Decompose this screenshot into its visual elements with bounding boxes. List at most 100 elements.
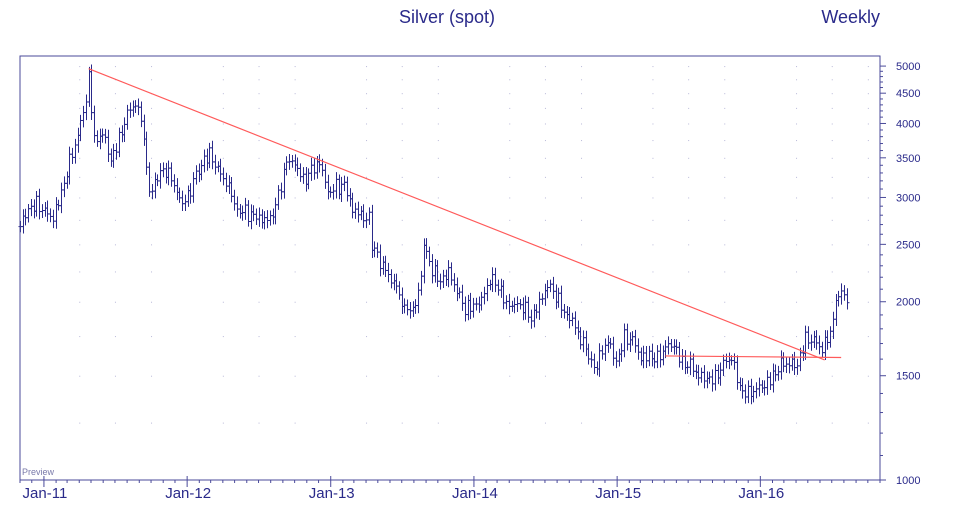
grid-dot xyxy=(724,301,726,303)
grid-dot xyxy=(688,176,690,178)
grid-dot xyxy=(366,176,368,178)
grid-dot xyxy=(724,244,726,246)
grid-dot xyxy=(294,336,296,338)
grid-dot xyxy=(652,66,654,68)
grid-dot xyxy=(509,336,511,338)
grid-dot xyxy=(401,271,403,273)
grid-dot xyxy=(222,219,224,221)
grid-dot xyxy=(581,123,583,125)
grid-dot xyxy=(366,79,368,81)
grid-dot xyxy=(688,79,690,81)
grid-dot xyxy=(581,375,583,377)
grid-dot xyxy=(114,140,116,142)
grid-dot xyxy=(294,271,296,273)
grid-dot xyxy=(831,219,833,221)
grid-dot xyxy=(652,176,654,178)
grid-dot xyxy=(437,219,439,221)
grid-dot xyxy=(724,176,726,178)
grid-dot xyxy=(151,157,153,159)
grid-dot xyxy=(151,66,153,68)
grid-dot xyxy=(151,375,153,377)
grid-dot xyxy=(151,140,153,142)
grid-dot xyxy=(294,107,296,109)
grid-dot xyxy=(114,123,116,125)
grid-dot xyxy=(79,157,81,159)
grid-dot xyxy=(114,244,116,246)
grid-dot xyxy=(258,244,260,246)
grid-dot xyxy=(222,79,224,81)
grid-dot xyxy=(258,157,260,159)
grid-dot xyxy=(724,66,726,68)
grid-dot xyxy=(294,66,296,68)
grid-dot xyxy=(688,157,690,159)
grid-dot xyxy=(867,375,869,377)
grid-dot xyxy=(724,197,726,199)
grid-dot xyxy=(688,271,690,273)
grid-dot xyxy=(294,123,296,125)
grid-dot xyxy=(581,301,583,303)
grid-dot xyxy=(222,301,224,303)
grid-dot xyxy=(401,422,403,424)
grid-dot xyxy=(366,93,368,95)
grid-dot xyxy=(831,107,833,109)
grid-dot xyxy=(114,93,116,95)
grid-dot xyxy=(151,79,153,81)
grid-dot xyxy=(544,336,546,338)
grid-dot xyxy=(796,79,798,81)
grid-dot xyxy=(867,140,869,142)
grid-dot xyxy=(79,271,81,273)
chart-title: Silver (spot) xyxy=(399,7,495,27)
grid-dot xyxy=(294,219,296,221)
grid-dot xyxy=(401,140,403,142)
grid-dot xyxy=(222,157,224,159)
grid-dot xyxy=(294,197,296,199)
grid-dot xyxy=(114,107,116,109)
grid-dot xyxy=(509,107,511,109)
grid-dot xyxy=(258,140,260,142)
grid-dot xyxy=(79,336,81,338)
grid-dot xyxy=(437,157,439,159)
grid-dot xyxy=(867,176,869,178)
grid-dot xyxy=(401,93,403,95)
grid-dot xyxy=(294,176,296,178)
grid-dot xyxy=(831,301,833,303)
grid-dot xyxy=(151,107,153,109)
grid-dot xyxy=(831,157,833,159)
grid-dot xyxy=(867,422,869,424)
grid-dot xyxy=(652,107,654,109)
grid-dot xyxy=(437,176,439,178)
grid-dot xyxy=(401,79,403,81)
grid-dot xyxy=(509,79,511,81)
grid-dot xyxy=(222,107,224,109)
grid-dot xyxy=(796,93,798,95)
grid-dot xyxy=(867,93,869,95)
grid-dot xyxy=(544,157,546,159)
grid-dot xyxy=(544,123,546,125)
grid-dot xyxy=(544,197,546,199)
grid-dot xyxy=(366,66,368,68)
grid-dot xyxy=(796,336,798,338)
grid-dot xyxy=(294,79,296,81)
period-label: Weekly xyxy=(821,7,880,27)
grid-dot xyxy=(114,157,116,159)
grid-dot xyxy=(581,79,583,81)
grid-dot xyxy=(366,271,368,273)
grid-dot xyxy=(688,375,690,377)
grid-dot xyxy=(724,93,726,95)
grid-dot xyxy=(652,271,654,273)
grid-dot xyxy=(222,66,224,68)
grid-dot xyxy=(258,123,260,125)
grid-dot xyxy=(796,176,798,178)
grid-dot xyxy=(258,375,260,377)
x-tick-label: Jan-13 xyxy=(309,485,355,502)
grid-dot xyxy=(151,422,153,424)
grid-dot xyxy=(581,66,583,68)
grid-dot xyxy=(509,197,511,199)
y-tick-label: 3000 xyxy=(896,192,920,204)
grid-dot xyxy=(222,197,224,199)
grid-dot xyxy=(867,107,869,109)
grid-dot xyxy=(652,123,654,125)
grid-dot xyxy=(688,336,690,338)
grid-dot xyxy=(652,157,654,159)
grid-dot xyxy=(151,219,153,221)
